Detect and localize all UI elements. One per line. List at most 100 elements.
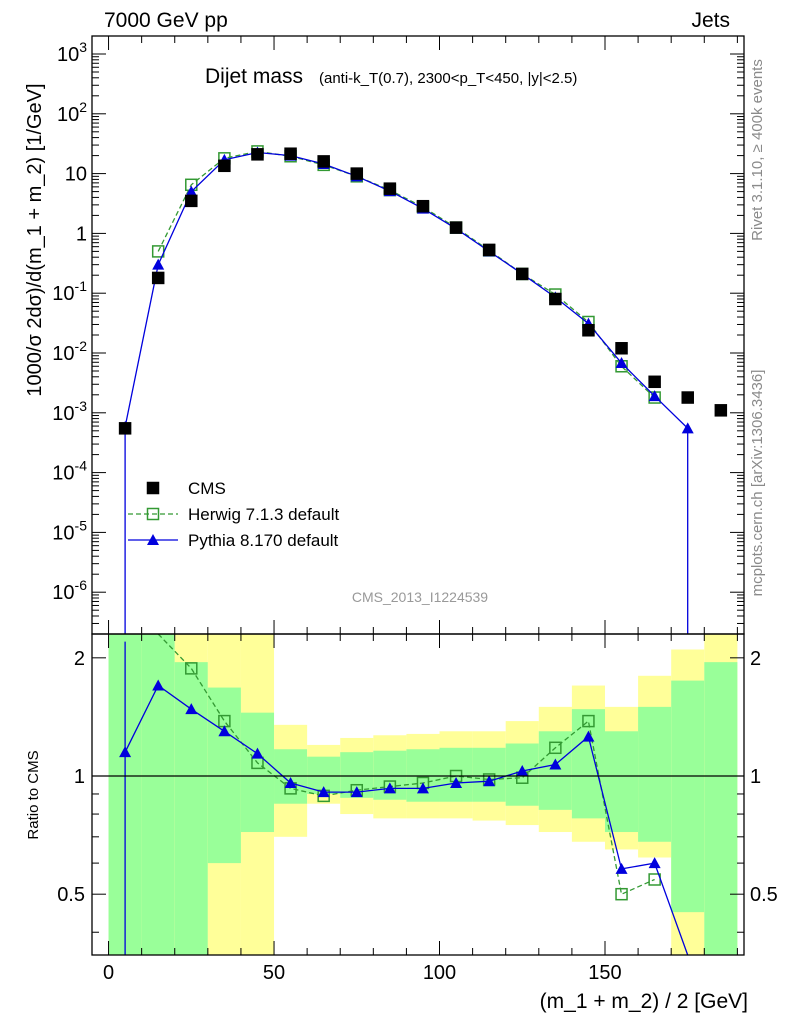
- cms-point: [416, 199, 430, 213]
- cms-point: [284, 147, 297, 160]
- main-ytick-label: 10-5: [52, 517, 87, 544]
- main-title: Dijet mass: [205, 65, 303, 88]
- cms-point: [118, 422, 132, 435]
- pythia-point: [648, 390, 661, 402]
- ratio-pythia-line: [124, 684, 689, 956]
- ratio-pythia-point: [251, 747, 264, 759]
- ratio-herwig-point: [185, 662, 198, 675]
- cms-point: [151, 271, 165, 285]
- cms-point: [251, 148, 264, 161]
- ratio-pythia-point: [218, 725, 231, 737]
- legend-label-cms: CMS: [188, 479, 226, 498]
- ratio-pythia-point: [516, 764, 529, 776]
- main-ytick-label: 1: [76, 223, 87, 245]
- cms-point: [549, 292, 562, 306]
- cms-point: [218, 159, 231, 173]
- cms-point: [648, 375, 661, 389]
- main-ytick-label: 10-2: [52, 338, 87, 365]
- pythia-point: [615, 357, 628, 369]
- legend-label-pythia: Pythia 8.170 default: [188, 531, 339, 550]
- main-ytick-label: 103: [57, 39, 87, 66]
- main-ytick-label: 102: [57, 99, 87, 126]
- cms-point: [350, 167, 364, 180]
- cms-point: [482, 243, 496, 257]
- ratio-xlabel: (m_1 + m_2) / 2 [GeV]: [540, 990, 748, 1013]
- main-ytick-label: 10-1: [52, 278, 87, 305]
- ratio-ytick-label-right: 2: [750, 648, 761, 670]
- ratio-pythia-point: [152, 679, 165, 691]
- ratio-series-layer: [119, 633, 689, 956]
- pythia-line: [124, 151, 689, 634]
- main-ytick-label: 10-4: [52, 458, 87, 485]
- ratio-pythia-point: [416, 782, 429, 794]
- band-inner-bin: [704, 662, 738, 955]
- cms-point: [383, 182, 397, 195]
- band-inner-bin: [439, 747, 473, 802]
- pythia-point: [681, 422, 694, 434]
- ratio-ytick-label: 0.5: [57, 884, 85, 906]
- band-inner-bin: [604, 731, 639, 833]
- ratio-ytick-label: 1: [74, 766, 85, 788]
- ratio-xtick-label: 50: [263, 962, 285, 984]
- header-left: 7000 GeV pp: [104, 9, 228, 32]
- cms-point: [449, 221, 463, 234]
- main-ytick-label: 10-3: [52, 398, 87, 425]
- ratio-pythia-point: [284, 776, 297, 788]
- ratio-herwig-point: [615, 887, 628, 901]
- legend: CMS Herwig 7.1.3 default Pythia 8.170 de…: [128, 479, 339, 550]
- legend-label-herwig: Herwig 7.1.3 default: [188, 505, 339, 524]
- ratio-xtick-label: 150: [588, 962, 621, 984]
- main-ytick-label: 10-6: [52, 577, 87, 604]
- band-inner-bin: [671, 680, 705, 913]
- ratio-pythia-point: [483, 775, 496, 787]
- ratio-ytick-label-right: 0.5: [750, 884, 778, 906]
- header-right: Jets: [691, 9, 730, 32]
- ratio-herwig-point: [549, 741, 562, 755]
- band-inner-bin: [571, 709, 605, 819]
- side-text-top: Rivet 3.1.10, ≥ 400k events: [749, 59, 766, 241]
- main-ytick-label: 10: [65, 164, 87, 186]
- band-inner-bin: [240, 712, 275, 833]
- ratio-pythia-point: [648, 857, 661, 869]
- cms-point: [714, 404, 728, 417]
- cms-point: [516, 267, 529, 281]
- cms-point: [681, 391, 694, 404]
- main-series-layer: [118, 145, 728, 634]
- ratio-pythia-point: [582, 730, 595, 742]
- cms-point: [317, 155, 330, 168]
- band-inner-bin: [207, 687, 241, 864]
- side-text-bottom: mcplots.cern.ch [arXiv:1306.3436]: [749, 370, 766, 597]
- ratio-ylabel: Ratio to CMS: [25, 750, 42, 839]
- ratio-pythia-point: [185, 703, 198, 715]
- cms-point: [615, 342, 628, 355]
- watermark: CMS_2013_I1224539: [352, 589, 488, 605]
- ratio-pythia-point: [350, 786, 363, 798]
- axes-layer: 10-6 10-5 10-4 10-3 10-2 10-1 1 10 102 103 0 50 100 1…: [52, 35, 778, 984]
- main-ylabel: 1000/σ 2dσ)/d(m_1 + m_2) [1/GeV]: [24, 83, 46, 396]
- band-inner-bin: [538, 731, 572, 810]
- cms-point: [582, 324, 595, 337]
- ratio-pythia-point: [383, 782, 396, 794]
- ratio-plot-frame: [91, 633, 745, 956]
- ratio-uncertainty-bands: [108, 634, 738, 955]
- ratio-pythia-point: [549, 758, 562, 770]
- ratio-ytick-label: 2: [74, 648, 85, 670]
- legend-marker-cms: [146, 481, 160, 495]
- pythia-point: [152, 258, 165, 270]
- ratio-xtick-label: 100: [423, 962, 456, 984]
- band-inner-bin: [638, 706, 672, 842]
- cms-point: [185, 194, 198, 208]
- ratio-pythia-point: [317, 786, 330, 798]
- herwig-line: [157, 150, 656, 398]
- band-inner-bin: [472, 747, 506, 802]
- main-title-detail: (anti-k_T(0.7), 2300<p_T<450, |y|<2.5): [319, 70, 577, 87]
- ratio-herwig-point: [582, 714, 595, 728]
- legend-marker-herwig: [146, 507, 160, 521]
- ratio-ytick-label-right: 1: [750, 766, 761, 788]
- pythia-point: [185, 185, 198, 197]
- ratio-pythia-point: [450, 776, 463, 788]
- legend-marker-pythia: [147, 534, 159, 545]
- ratio-xtick-label: 0: [103, 962, 114, 984]
- ratio-pythia-point: [615, 862, 628, 874]
